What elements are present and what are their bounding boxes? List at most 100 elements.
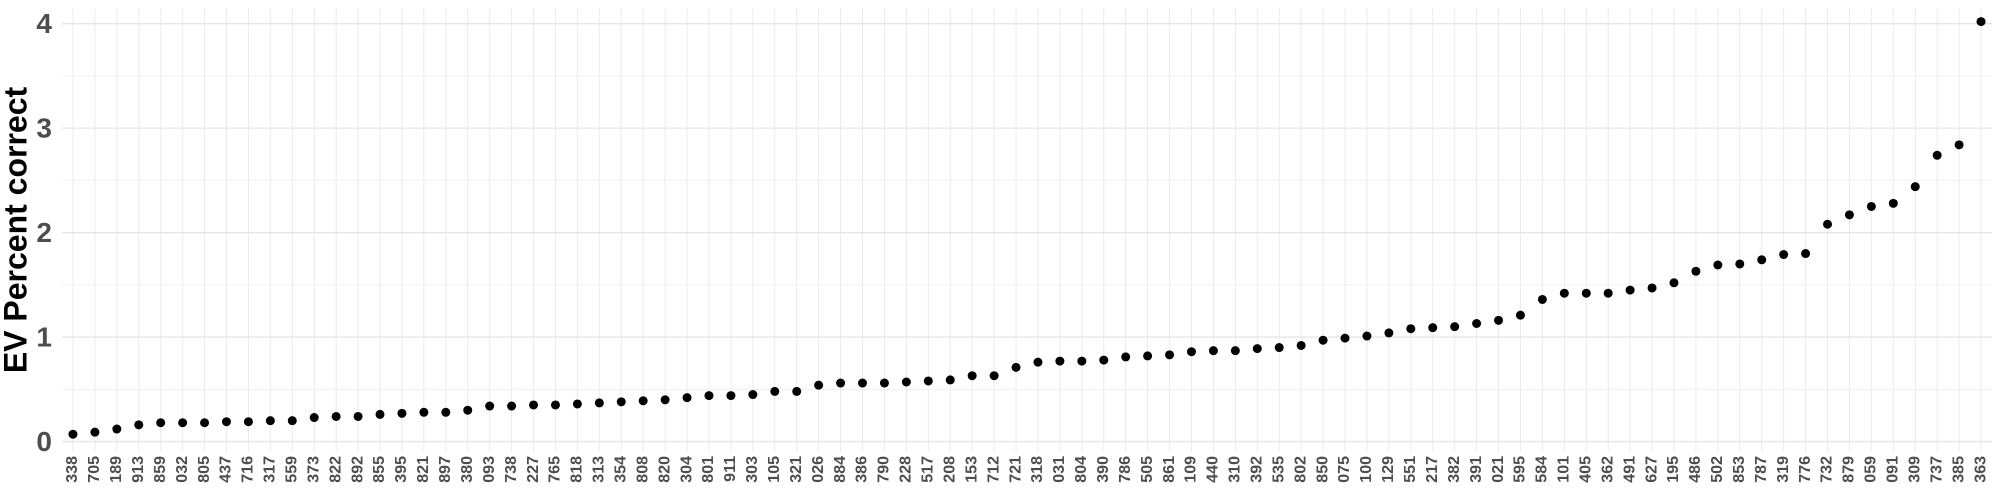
point	[1208, 346, 1218, 356]
x-tick-label: 228	[898, 456, 915, 483]
point	[156, 418, 166, 428]
x-tick-label: 804	[1073, 456, 1090, 483]
y-tick-label: 1	[36, 321, 52, 352]
point	[1735, 259, 1745, 269]
x-tick-label: 026	[810, 456, 827, 483]
x-tick-label: 732	[1819, 456, 1836, 483]
point	[287, 416, 297, 426]
x-tick-label: 627	[1643, 456, 1660, 483]
x-tick-label: 303	[744, 456, 761, 483]
x-tick-label: 382	[1446, 456, 1463, 483]
point	[770, 386, 780, 396]
x-tick-label: 559	[284, 456, 301, 483]
point	[748, 390, 758, 400]
point	[1823, 219, 1833, 229]
point	[1011, 362, 1021, 372]
y-tick-label: 0	[36, 426, 52, 457]
x-tick-label: 304	[678, 456, 695, 483]
x-tick-label: 390	[1095, 456, 1112, 483]
point	[1472, 319, 1482, 329]
point	[1186, 347, 1196, 357]
point	[638, 396, 648, 406]
x-tick-label: 391	[1468, 456, 1485, 483]
point	[200, 418, 210, 428]
x-tick-label: 776	[1797, 456, 1814, 483]
x-tick-label: 405	[1577, 456, 1594, 483]
x-tick-label: 892	[349, 456, 366, 483]
x-tick-label: 386	[854, 456, 871, 483]
x-tick-label: 879	[1841, 456, 1858, 483]
x-tick-label: 313	[591, 456, 608, 483]
x-tick-label: 105	[766, 456, 783, 483]
point	[1537, 294, 1547, 304]
point	[1581, 288, 1591, 298]
point	[858, 378, 868, 388]
x-tick-label: 153	[963, 456, 980, 483]
point	[1603, 288, 1613, 298]
point	[945, 375, 955, 385]
x-tick-label: 808	[634, 456, 651, 483]
x-tick-label: 363	[1972, 456, 1989, 483]
point	[1954, 140, 1964, 150]
point	[1099, 355, 1109, 365]
point	[1384, 328, 1394, 338]
point	[1559, 288, 1569, 298]
x-tick-label: 321	[788, 456, 805, 483]
point	[1910, 182, 1920, 192]
x-tick-label: 716	[240, 456, 257, 483]
y-tick-label: 2	[36, 217, 52, 248]
point	[1340, 333, 1350, 343]
point	[1121, 352, 1131, 362]
point	[309, 413, 319, 423]
x-tick-label: 859	[152, 456, 169, 483]
point	[594, 398, 604, 408]
x-tick-label: 491	[1621, 456, 1638, 483]
x-tick-label: 821	[415, 456, 432, 483]
point	[529, 400, 539, 410]
point	[989, 371, 999, 381]
point	[112, 424, 122, 434]
point	[68, 429, 78, 439]
point	[353, 411, 363, 421]
point	[814, 380, 824, 390]
point	[1362, 331, 1372, 341]
point	[572, 399, 582, 409]
x-tick-label: 354	[612, 456, 629, 483]
y-tick-label: 3	[36, 113, 52, 144]
point	[331, 411, 341, 421]
point	[682, 393, 692, 403]
x-tick-label: 595	[1512, 456, 1529, 483]
point	[836, 378, 846, 388]
x-tick-label: 820	[656, 456, 673, 483]
point	[1318, 335, 1328, 345]
point	[1932, 150, 1942, 160]
x-tick-label: 309	[1906, 456, 1923, 483]
x-tick-label: 801	[700, 456, 717, 483]
x-tick-label: 227	[525, 456, 542, 483]
x-tick-label: 032	[174, 456, 191, 483]
x-tick-label: 861	[1161, 456, 1178, 483]
x-tick-label: 911	[722, 456, 739, 482]
x-tick-label: 338	[64, 456, 81, 483]
point	[134, 420, 144, 430]
point	[1625, 285, 1635, 295]
point	[1647, 283, 1657, 293]
x-tick-label: 385	[1950, 456, 1967, 483]
point	[1713, 260, 1723, 270]
x-tick-label: 818	[569, 456, 586, 483]
x-tick-label: 319	[1775, 456, 1792, 483]
x-tick-label: 031	[1051, 456, 1068, 483]
x-tick-label: 505	[1139, 456, 1156, 483]
x-tick-label: 395	[393, 456, 410, 483]
x-tick-label: 705	[86, 456, 103, 483]
point	[1428, 323, 1438, 333]
x-tick-label: 217	[1424, 456, 1441, 483]
x-tick-label: 318	[1029, 456, 1046, 483]
x-tick-label: 362	[1599, 456, 1616, 483]
point	[550, 400, 560, 410]
point	[1801, 249, 1811, 259]
point	[704, 391, 714, 401]
point	[792, 386, 802, 396]
point	[616, 397, 626, 407]
